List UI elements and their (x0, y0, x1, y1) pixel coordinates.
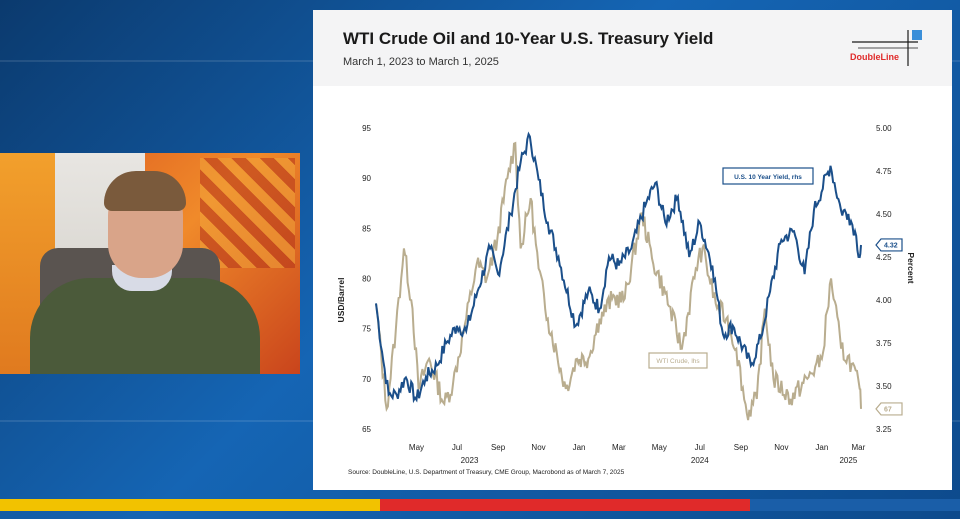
bottom-bar-yellow (0, 499, 380, 511)
x-year-label: 2024 (691, 456, 709, 465)
y-axis-right-label: Percent (906, 252, 916, 283)
logo-blue-square (912, 30, 922, 40)
y-left-tick-label: 70 (362, 375, 371, 384)
x-tick-label: Jul (695, 443, 705, 452)
x-tick-label: Sep (491, 443, 506, 452)
x-tick-label: Nov (531, 443, 545, 452)
y-right-tick-label: 5.00 (876, 124, 892, 133)
y-left-tick-label: 65 (362, 425, 371, 434)
y-right-tick-label: 3.25 (876, 425, 892, 434)
source-note: Source: DoubleLine, U.S. Department of T… (348, 469, 625, 476)
presentation-slide: WTI Crude Oil and 10-Year U.S. Treasury … (313, 10, 952, 490)
x-tick-label: May (652, 443, 667, 452)
speaker-sweater (30, 278, 260, 374)
end-label-crude: 67 (875, 402, 903, 416)
y-right-tick-label: 4.50 (876, 210, 892, 219)
y-left-tick-label: 90 (362, 174, 371, 183)
x-year-label: 2025 (839, 456, 857, 465)
x-tick-label: May (409, 443, 424, 452)
x-year-label: 2023 (461, 456, 479, 465)
x-tick-label: Jan (573, 443, 586, 452)
chart-title: WTI Crude Oil and 10-Year U.S. Treasury … (343, 29, 714, 48)
end-value-yield: 4.32 (884, 242, 898, 249)
y-axis-left-label: USD/Barrel (336, 278, 346, 323)
x-tick-label: Nov (774, 443, 788, 452)
y-right-tick-label: 3.75 (876, 339, 892, 348)
bottom-color-bar (0, 499, 960, 511)
y-right-tick-label: 4.00 (876, 296, 892, 305)
speaker-video (0, 153, 300, 374)
series-line-us-10y-yield (375, 131, 862, 404)
x-tick-label: Sep (734, 443, 749, 452)
y-right-tick-label: 4.75 (876, 167, 892, 176)
y-left-tick-label: 95 (362, 124, 371, 133)
x-tick-label: Jan (815, 443, 828, 452)
y-left-tick-label: 80 (362, 275, 371, 284)
bottom-bar-red (380, 499, 750, 511)
x-tick-label: Mar (612, 443, 626, 452)
doubleline-logo: DoubleLine (850, 30, 922, 66)
slide-header (313, 10, 952, 86)
legend-crude-label: WTI Crude, lhs (656, 358, 700, 365)
y-right-tick-label: 3.50 (876, 382, 892, 391)
end-label-yield: 4.32 (875, 238, 903, 252)
x-tick-label: Jul (452, 443, 462, 452)
y-left-tick-label: 85 (362, 224, 371, 233)
legend-yield-label: U.S. 10 Year Yield, rhs (734, 174, 802, 181)
x-tick-label: Mar (851, 443, 865, 452)
legend-crude: WTI Crude, lhs (648, 352, 708, 369)
series-line-wti-crude (375, 141, 862, 421)
chart-subtitle: March 1, 2023 to March 1, 2025 (343, 56, 499, 68)
y-right-tick-label: 4.25 (876, 253, 892, 262)
end-value-crude: 67 (884, 406, 892, 413)
bottom-bar-blue (750, 499, 960, 511)
y-left-tick-label: 75 (362, 325, 371, 334)
logo-text: DoubleLine (850, 52, 899, 62)
line-chart: 95 90 85 80 75 70 65 5.00 4.75 4.50 4.25 4.00 3.75 3… (336, 124, 916, 465)
speaker-hair (104, 171, 186, 211)
video-art-cubes (200, 158, 295, 268)
legend-yield: U.S. 10 Year Yield, rhs (722, 167, 814, 185)
